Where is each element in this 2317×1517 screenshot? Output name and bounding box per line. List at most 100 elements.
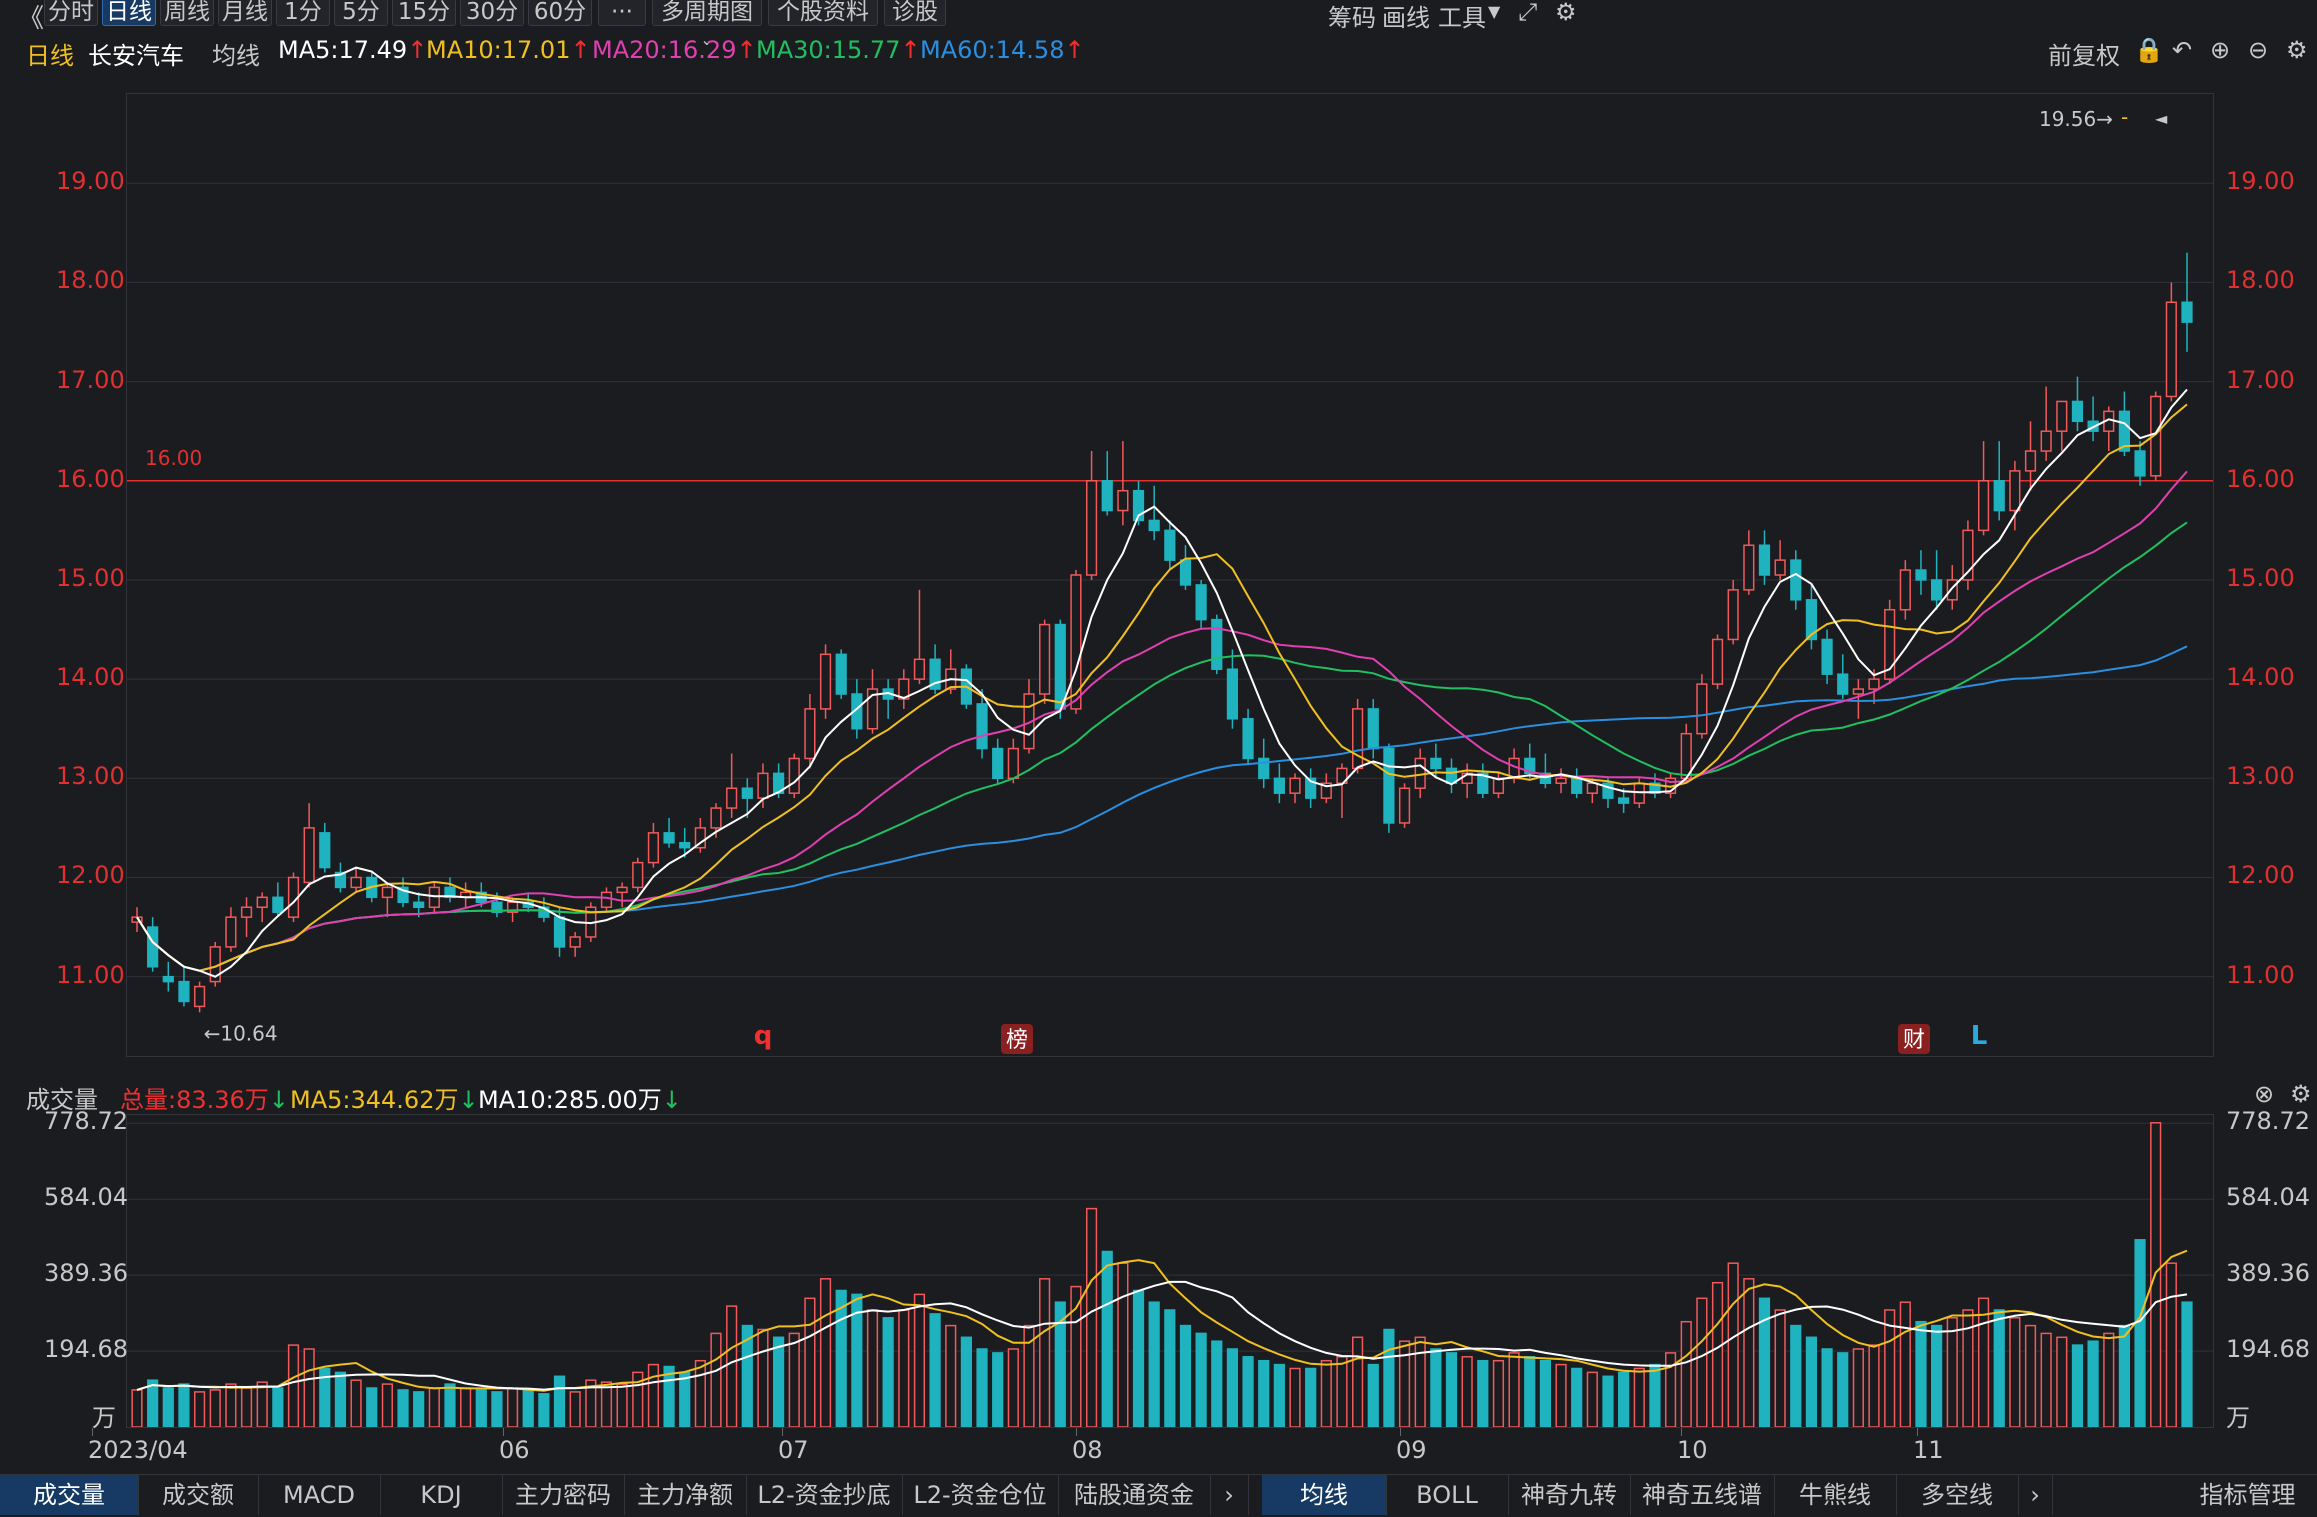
volume-bar (694, 1359, 706, 1427)
tab-weekly[interactable]: 周线 (160, 0, 214, 26)
tab-monthly[interactable]: 月线 (218, 0, 272, 26)
tab-60min[interactable]: 60分 (528, 0, 592, 26)
volume-bar (366, 1387, 378, 1427)
volume-bar (2165, 1262, 2177, 1427)
settings-icon[interactable]: ⚙ (1555, 0, 1577, 26)
tab-northbound[interactable]: 陆股通资金 (1058, 1475, 1211, 1515)
candle (2024, 421, 2037, 491)
tab-15min[interactable]: 15分 (392, 0, 456, 26)
zoom-in-icon[interactable]: ⊕ (2210, 36, 2231, 64)
tab-1min[interactable]: 1分 (276, 0, 330, 26)
stock-name[interactable]: 长安汽车 (88, 42, 184, 70)
undo-icon[interactable]: ↶ (2172, 36, 2193, 64)
volume-bar (960, 1336, 972, 1427)
tab-bull-bear[interactable]: 牛熊线 (1774, 1475, 1897, 1515)
multi-period-button[interactable]: 多周期图 ⌄ (652, 0, 762, 49)
marker-text: L (1971, 1021, 1988, 1051)
candlestick-chart[interactable]: 16.00 19.56→ - ◄ ←10.64 q 榜 财 L (127, 94, 2213, 1056)
volume-bar (444, 1383, 456, 1427)
chips-button[interactable]: 筹码 (1328, 4, 1376, 32)
candle (2181, 252, 2193, 352)
volume-bar (1774, 1309, 1786, 1427)
back-icon[interactable]: 《 (18, 4, 45, 34)
close-icon[interactable]: ⊗ (2254, 1080, 2275, 1108)
volume-bar (1039, 1278, 1051, 1427)
candle (819, 644, 832, 719)
candle (1461, 763, 1473, 799)
draw-button[interactable]: 画线 (1382, 4, 1430, 32)
tab-volume[interactable]: 成交量 (0, 1475, 139, 1515)
tab-turnover[interactable]: 成交额 (138, 1475, 259, 1515)
volume-info-bar: 成交量 总量:83.36万↓ MA5:344.62万↓ MA10:285.00万… (0, 1080, 2317, 1114)
fullscreen-icon[interactable]: ⤢ (1518, 0, 1538, 26)
volume-bar (460, 1387, 472, 1427)
tab-main-net[interactable]: 主力净额 (624, 1475, 747, 1515)
tab-l2-position[interactable]: L2-资金仓位 (902, 1475, 1059, 1515)
candle-body (1711, 638, 1724, 685)
stock-info-button[interactable]: 个股资料 (768, 0, 878, 26)
tab-intraday[interactable]: 分时 (44, 0, 98, 26)
candle-body (1899, 569, 1911, 611)
tab-ma[interactable]: 均线 (1262, 1475, 1387, 1515)
next-tabs-icon[interactable]: › (2018, 1475, 2053, 1515)
tab-main-code[interactable]: 主力密码 (502, 1475, 625, 1515)
volume-bar (1758, 1297, 1771, 1427)
candle (1618, 788, 1630, 814)
tab-kdj[interactable]: KDJ (380, 1475, 503, 1515)
volume-bar (1320, 1359, 1332, 1427)
candle-body (804, 708, 816, 760)
volume-bar (1508, 1352, 1520, 1427)
volume-bar (882, 1317, 894, 1427)
candle (1101, 451, 1113, 516)
more-periods-button[interactable]: ··· (598, 0, 646, 26)
volume-title[interactable]: 成交量 (26, 1086, 98, 1114)
volume-panel[interactable] (126, 1114, 2214, 1428)
lock-icon[interactable]: 🔒 (2134, 36, 2164, 64)
tab-l2-bottom[interactable]: L2-资金抄底 (746, 1475, 903, 1515)
volume-bar (1931, 1324, 1943, 1427)
tab-magic-five[interactable]: 神奇五线谱 (1630, 1475, 1775, 1515)
price-panel[interactable]: 16.00 19.56→ - ◄ ←10.64 q 榜 财 L (126, 93, 2214, 1057)
candle-body (178, 980, 190, 1003)
candle (1539, 753, 1551, 789)
ma60-value: MA60:14.58↑ (920, 36, 1085, 64)
tab-daily[interactable]: 日线 (102, 0, 156, 26)
diagnose-button[interactable]: 诊股 (884, 0, 946, 26)
candle (225, 907, 237, 952)
candle-body (663, 832, 675, 844)
tab-magic-nine[interactable]: 神奇九转 (1508, 1475, 1631, 1515)
volume-bar (1445, 1352, 1458, 1427)
up-arrow-icon: ↑ (1064, 36, 1085, 64)
settings-icon[interactable]: ⚙ (2286, 36, 2308, 64)
volume-bar (2056, 1336, 2068, 1427)
candle-body (1477, 772, 1489, 794)
volume-bar (2134, 1239, 2146, 1427)
next-tabs-icon[interactable]: › (1210, 1475, 1249, 1515)
date-tick-label: 07 (778, 1436, 809, 1464)
date-tick (503, 1428, 504, 1436)
tools-button[interactable]: 工具 (1438, 4, 1486, 32)
volume-bar (2087, 1340, 2099, 1427)
tab-macd[interactable]: MACD (258, 1475, 381, 1515)
volume-bar (1915, 1320, 1927, 1427)
volume-bar (1946, 1317, 1958, 1427)
ma-label[interactable]: 均线 (212, 42, 260, 70)
candle (1774, 540, 1786, 580)
volume-chart[interactable] (127, 1115, 2213, 1427)
indicator-manage-button[interactable]: 指标管理 (2199, 1481, 2296, 1509)
adjust-mode[interactable]: 前复权 (2048, 42, 2120, 70)
volume-bar (851, 1293, 863, 1427)
zoom-out-icon[interactable]: ⊖ (2248, 36, 2269, 64)
candle (1805, 584, 1818, 650)
volume-bar (616, 1383, 628, 1427)
tab-boll[interactable]: BOLL (1386, 1475, 1509, 1515)
volume-bar (1117, 1262, 1129, 1427)
tab-long-short[interactable]: 多空线 (1896, 1475, 2019, 1515)
settings-icon[interactable]: ⚙ (2290, 1080, 2312, 1108)
tab-5min[interactable]: 5分 (334, 0, 388, 26)
volume-bar (1852, 1348, 1864, 1427)
candle-body (835, 653, 847, 695)
tab-30min[interactable]: 30分 (460, 0, 524, 26)
ma-info-bar: 日线 长安汽车 均线 MA5:17.49↑ MA10:17.01↑ MA20:1… (0, 36, 2317, 70)
axis-tick-label: 584.04 (44, 1183, 128, 1212)
